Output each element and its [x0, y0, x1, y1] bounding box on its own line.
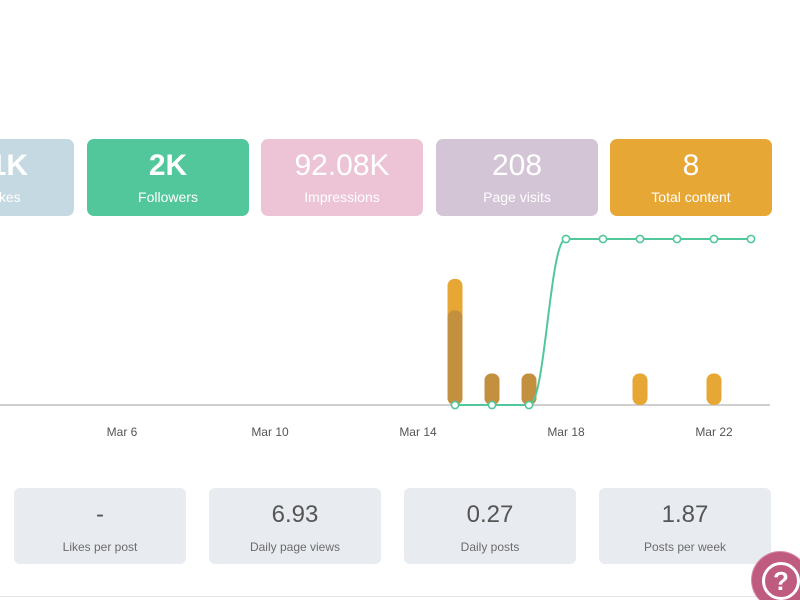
likes-stat-value: 1K [0, 149, 28, 182]
followers-line-point-3 [561, 234, 571, 244]
daily-page-views-label: Daily page views [249, 540, 341, 554]
followers-line-point-0 [450, 400, 460, 410]
chart-x-ticks: Mar 6 Mar 10 Mar 14 Mar 18 Mar 22 [107, 425, 733, 439]
likes-per-post-card: - Likes per post [14, 488, 186, 564]
chart-line-series [450, 234, 756, 410]
x-tick-label: Mar 22 [695, 425, 733, 439]
daily-page-views-value: 6.93 [271, 501, 319, 528]
chart-bars [447, 278, 722, 405]
page-visits-stat-value: 208 [491, 149, 543, 182]
help-button[interactable]: ? [752, 552, 800, 600]
chart-bar-1-0 [447, 310, 463, 405]
followers-line-point-2 [524, 400, 534, 410]
followers-line-point-6 [672, 234, 682, 244]
followers-line-point-4 [598, 234, 608, 244]
daily-posts-value: 0.27 [466, 501, 514, 528]
likes-stat-card: 1K Likes [0, 139, 74, 216]
posts-per-week-value: 1.87 [661, 501, 709, 528]
chart-bar-0-4 [706, 373, 722, 405]
x-tick-label: Mar 10 [251, 425, 289, 439]
daily-posts-label: Daily posts [460, 540, 520, 554]
activity-chart: Mar 6 Mar 10 Mar 14 Mar 18 Mar 22 [0, 234, 770, 439]
chart-bar-0-3 [632, 373, 648, 405]
total-content-stat-label: Total content [651, 189, 731, 205]
followers-line-point-7 [709, 234, 719, 244]
likes-per-post-label: Likes per post [62, 540, 138, 554]
total-content-stat-value: 8 [682, 149, 700, 182]
total-content-stat-card: 8 Total content [610, 139, 772, 216]
chart-bar-1-2 [521, 373, 537, 405]
daily-page-views-card: 6.93 Daily page views [209, 488, 381, 564]
daily-posts-card: 0.27 Daily posts [404, 488, 576, 564]
followers-stat-value: 2K [148, 149, 188, 182]
posts-per-week-card: 1.87 Posts per week [599, 488, 771, 564]
x-tick-label: Mar 18 [547, 425, 585, 439]
question-mark-icon: ? [762, 562, 800, 600]
x-tick-label: Mar 6 [107, 425, 138, 439]
followers-line-point-5 [635, 234, 645, 244]
footer-divider [0, 596, 800, 597]
page-visits-stat-card: 208 Page visits [436, 139, 598, 216]
likes-stat-label: Likes [0, 189, 21, 205]
impressions-stat-value: 92.08K [294, 149, 390, 182]
impressions-stat-label: Impressions [304, 189, 380, 205]
posts-per-week-label: Posts per week [643, 540, 727, 554]
x-tick-label: Mar 14 [399, 425, 437, 439]
followers-line-point-1 [487, 400, 497, 410]
followers-line-point-8 [746, 234, 756, 244]
chart-bar-1-1 [484, 373, 500, 405]
likes-per-post-value: - [96, 501, 104, 528]
followers-stat-label: Followers [138, 189, 198, 205]
impressions-stat-card: 92.08K Impressions [261, 139, 423, 216]
followers-line [455, 238, 751, 406]
page-visits-stat-label: Page visits [483, 189, 551, 205]
followers-stat-card: 2K Followers [87, 139, 249, 216]
